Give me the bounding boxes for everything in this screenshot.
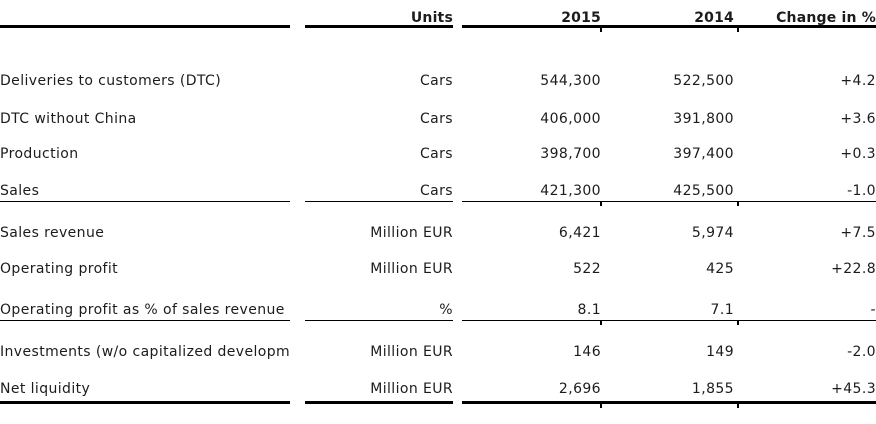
table-row: DTC without China Cars 406,000 391,800 +… [0,91,876,129]
row-value-2014: 1,855 [691,381,734,397]
rule-segment [305,201,453,203]
rule-segment [305,25,453,28]
rule-segment [462,320,876,328]
row-change: -2.0 [847,344,876,360]
header-2014: 2014 [694,10,734,26]
row-label: Production [0,146,79,162]
header-2015: 2015 [561,10,601,26]
row-units: Million EUR [370,261,453,277]
row-units: Cars [419,111,453,127]
row-value-2015: 6,421 [558,225,601,241]
row-label: Operating profit [0,261,119,277]
rule-segment [0,201,290,203]
row-value-2015: 522 [573,261,601,277]
header-label-blank [0,0,290,28]
row-units: % [439,302,453,318]
rule-segment [462,25,876,31]
rule-segment [0,320,290,322]
row-value-2014: 5,974 [691,225,734,241]
rule-segment [305,401,453,404]
row-units: Million EUR [370,225,453,241]
table-header-row: Units 2015 2014 Change in % [0,0,876,28]
row-value-2014: 397,400 [673,146,734,162]
header-rule [0,25,876,31]
rule-segment [0,401,290,404]
row-label: DTC without China [0,111,137,127]
row-label: Operating profit as % of sales revenue [0,302,285,318]
table-row: Production Cars 398,700 397,400 +0.3 [0,129,876,164]
row-value-2014: 425 [706,261,734,277]
row-change: +0.3 [840,146,876,162]
table-row: Investments (w/o capitalized development… [0,320,876,362]
table-row: Sales Cars 421,300 425,500 -1.0 [0,164,876,201]
row-units: Cars [419,146,453,162]
row-value-2015: 544,300 [540,73,601,89]
sales-section-rule [0,201,876,209]
key-figures-table: Units 2015 2014 Change in % Deliveries t… [0,0,876,399]
table-bottom-rule [0,401,876,408]
row-units: Cars [419,183,453,199]
row-value-2014: 149 [706,344,734,360]
row-label: Investments (w/o capitalized development… [0,344,290,360]
row-change: +22.8 [831,261,876,277]
rule-segment [462,401,876,408]
rule-segment [462,201,876,209]
table-row: Operating profit Million EUR 522 425 +22… [0,243,876,279]
row-change: +45.3 [831,381,876,397]
row-units: Million EUR [370,381,453,397]
table-row: Operating profit as % of sales revenue %… [0,279,876,320]
row-change: - [870,302,876,318]
row-units: Million EUR [370,344,453,360]
row-change: +7.5 [840,225,876,241]
row-change: +3.6 [840,111,876,127]
row-value-2015: 8.1 [577,302,601,318]
row-value-2014: 7.1 [710,302,734,318]
row-value-2014: 425,500 [673,183,734,199]
row-units: Cars [419,73,453,89]
table-row: Deliveries to customers (DTC) Cars 544,3… [0,28,876,91]
row-change: +4.2 [840,73,876,89]
row-value-2015: 406,000 [540,111,601,127]
table-row: Net liquidity Million EUR 2,696 1,855 +4… [0,362,876,399]
row-value-2015: 2,696 [558,381,601,397]
row-value-2014: 522,500 [673,73,734,89]
row-label: Deliveries to customers (DTC) [0,73,222,89]
header-change-pct: Change in % [776,10,876,26]
row-value-2014: 391,800 [673,111,734,127]
rule-segment [305,320,453,322]
row-value-2015: 421,300 [540,183,601,199]
header-units: Units [410,10,453,26]
row-value-2015: 146 [573,344,601,360]
table-row: Sales revenue Million EUR 6,421 5,974 +7… [0,201,876,243]
row-change: -1.0 [847,183,876,199]
profit-section-rule [0,320,876,328]
row-value-2015: 398,700 [540,146,601,162]
rule-segment [0,25,290,28]
row-label: Sales revenue [0,225,105,241]
row-label: Sales [0,183,40,199]
row-label: Net liquidity [0,381,91,397]
